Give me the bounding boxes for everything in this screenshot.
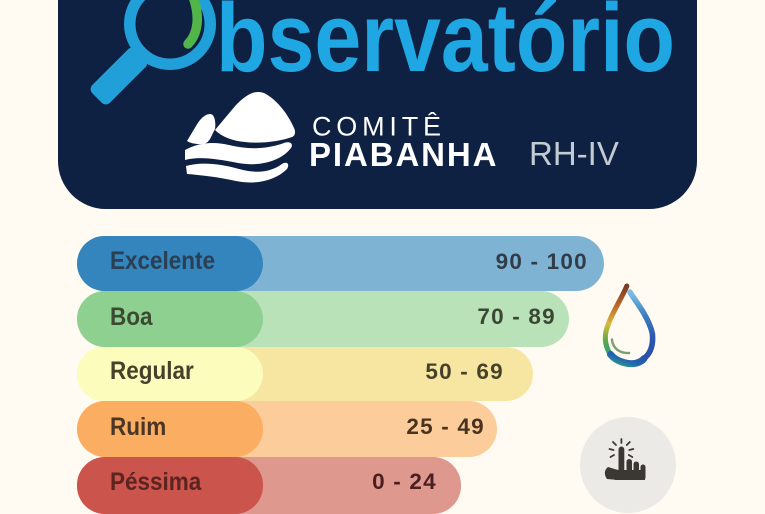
svg-text:RH-IV: RH-IV <box>529 135 619 172</box>
svg-text:bservatório: bservatório <box>216 0 675 92</box>
svg-text:COMITÊ: COMITÊ <box>312 110 446 141</box>
svg-text:PIABANHA: PIABANHA <box>309 136 498 173</box>
